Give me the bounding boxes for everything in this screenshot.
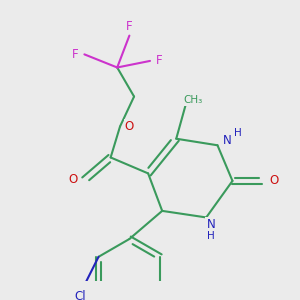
Text: N: N (223, 134, 231, 147)
Text: N: N (206, 218, 215, 231)
Text: CH₃: CH₃ (184, 95, 203, 105)
Text: F: F (156, 54, 163, 68)
Text: O: O (68, 173, 78, 187)
Text: H: H (234, 128, 242, 138)
Text: H: H (207, 231, 215, 241)
Text: O: O (269, 174, 278, 188)
Text: O: O (125, 120, 134, 133)
Text: Cl: Cl (74, 290, 85, 300)
Text: F: F (126, 20, 133, 33)
Text: F: F (72, 48, 78, 61)
